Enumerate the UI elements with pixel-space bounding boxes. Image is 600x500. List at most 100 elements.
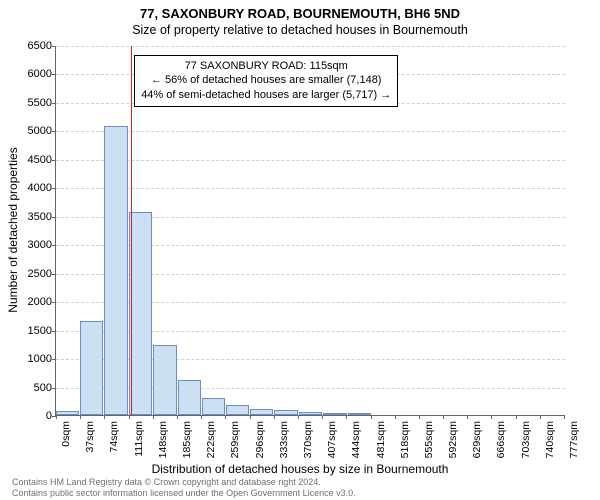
x-tick-label: 74sqm (108, 421, 120, 453)
x-tick-mark (443, 415, 444, 419)
x-tick-label: 111sqm (133, 421, 145, 457)
page-subtitle: Size of property relative to detached ho… (0, 21, 600, 37)
x-tick-label: 444sqm (350, 421, 362, 458)
histogram-bar (202, 398, 225, 415)
y-tick-mark (52, 74, 56, 75)
x-tick-label: 703sqm (520, 421, 532, 458)
x-tick-label: 592sqm (447, 421, 459, 458)
y-tick-mark (52, 245, 56, 246)
histogram-bar (299, 412, 322, 415)
x-tick-mark (56, 415, 57, 419)
legend-line-2: ← 56% of detached houses are smaller (7,… (141, 73, 391, 88)
x-tick-mark (516, 415, 517, 419)
histogram-bar (153, 345, 176, 415)
x-tick-label: 518sqm (399, 421, 411, 458)
y-tick-mark (52, 103, 56, 104)
x-tick-mark (177, 415, 178, 419)
reference-line (131, 46, 132, 415)
y-tick-mark (52, 302, 56, 303)
x-tick-mark (540, 415, 541, 419)
y-tick-mark (52, 131, 56, 132)
x-tick-mark (395, 415, 396, 419)
x-tick-mark (371, 415, 372, 419)
x-tick-label: 666sqm (495, 421, 507, 458)
chart-area: 0500100015002000250030003500400045005000… (55, 46, 565, 416)
legend-box: 77 SAXONBURY ROAD: 115sqm ← 56% of detac… (134, 55, 398, 108)
y-tick-mark (52, 274, 56, 275)
footer-line-2: Contains public sector information licen… (12, 488, 356, 499)
x-tick-mark (274, 415, 275, 419)
x-tick-mark (491, 415, 492, 419)
histogram-bar (348, 413, 371, 415)
x-tick-mark (346, 415, 347, 419)
y-tick-label: 4000 (8, 182, 52, 194)
y-tick-label: 500 (8, 382, 52, 394)
y-tick-mark (52, 46, 56, 47)
x-tick-label: 222sqm (205, 421, 217, 458)
x-tick-label: 259sqm (229, 421, 241, 458)
x-tick-mark (564, 415, 565, 419)
x-tick-mark (225, 415, 226, 419)
y-tick-label: 2000 (8, 296, 52, 308)
histogram-bar (226, 405, 249, 415)
grid-line (56, 160, 565, 161)
x-tick-mark (104, 415, 105, 419)
y-tick-label: 6500 (8, 40, 52, 52)
x-tick-label: 740sqm (544, 421, 556, 458)
footer-attribution: Contains HM Land Registry data © Crown c… (12, 477, 356, 499)
y-axis-label: Number of detached properties (6, 147, 20, 312)
y-tick-label: 3000 (8, 239, 52, 251)
y-tick-label: 1000 (8, 353, 52, 365)
x-tick-label: 296sqm (254, 421, 266, 458)
histogram-bar (250, 409, 273, 415)
x-tick-mark (153, 415, 154, 419)
y-tick-label: 4500 (8, 154, 52, 166)
x-tick-mark (129, 415, 130, 419)
histogram-bar (104, 126, 127, 415)
legend-line-1: 77 SAXONBURY ROAD: 115sqm (141, 59, 391, 74)
y-tick-label: 2500 (8, 268, 52, 280)
y-tick-label: 5500 (8, 97, 52, 109)
x-tick-label: 0sqm (60, 421, 72, 447)
x-tick-mark (298, 415, 299, 419)
x-axis-label: Distribution of detached houses by size … (0, 462, 600, 476)
x-tick-label: 185sqm (181, 421, 193, 458)
x-tick-mark (322, 415, 323, 419)
y-tick-mark (52, 160, 56, 161)
histogram-bar (56, 411, 79, 415)
grid-line (56, 188, 565, 189)
x-tick-mark (467, 415, 468, 419)
histogram-bar (178, 380, 201, 415)
y-tick-label: 3500 (8, 211, 52, 223)
histogram-bar (274, 410, 297, 415)
histogram-bar (323, 413, 346, 415)
y-tick-mark (52, 217, 56, 218)
footer-line-1: Contains HM Land Registry data © Crown c… (12, 477, 356, 488)
y-tick-label: 0 (8, 410, 52, 422)
grid-line (56, 46, 565, 47)
x-tick-mark (201, 415, 202, 419)
legend-line-3: 44% of semi-detached houses are larger (… (141, 88, 391, 103)
x-tick-label: 407sqm (326, 421, 338, 458)
x-tick-label: 37sqm (84, 421, 96, 453)
y-tick-mark (52, 331, 56, 332)
x-tick-mark (419, 415, 420, 419)
page-title: 77, SAXONBURY ROAD, BOURNEMOUTH, BH6 5ND (0, 0, 600, 21)
y-tick-mark (52, 188, 56, 189)
x-tick-label: 481sqm (375, 421, 387, 458)
x-tick-label: 370sqm (302, 421, 314, 458)
x-tick-label: 333sqm (278, 421, 290, 458)
grid-line (56, 131, 565, 132)
y-tick-label: 5000 (8, 125, 52, 137)
y-tick-mark (52, 388, 56, 389)
x-tick-label: 555sqm (423, 421, 435, 458)
x-tick-label: 148sqm (157, 421, 169, 458)
x-tick-label: 629sqm (471, 421, 483, 458)
y-tick-label: 1500 (8, 325, 52, 337)
y-tick-label: 6000 (8, 68, 52, 80)
x-tick-mark (80, 415, 81, 419)
x-tick-label: 777sqm (568, 421, 580, 458)
x-tick-mark (250, 415, 251, 419)
histogram-bar (80, 321, 103, 415)
y-tick-mark (52, 359, 56, 360)
